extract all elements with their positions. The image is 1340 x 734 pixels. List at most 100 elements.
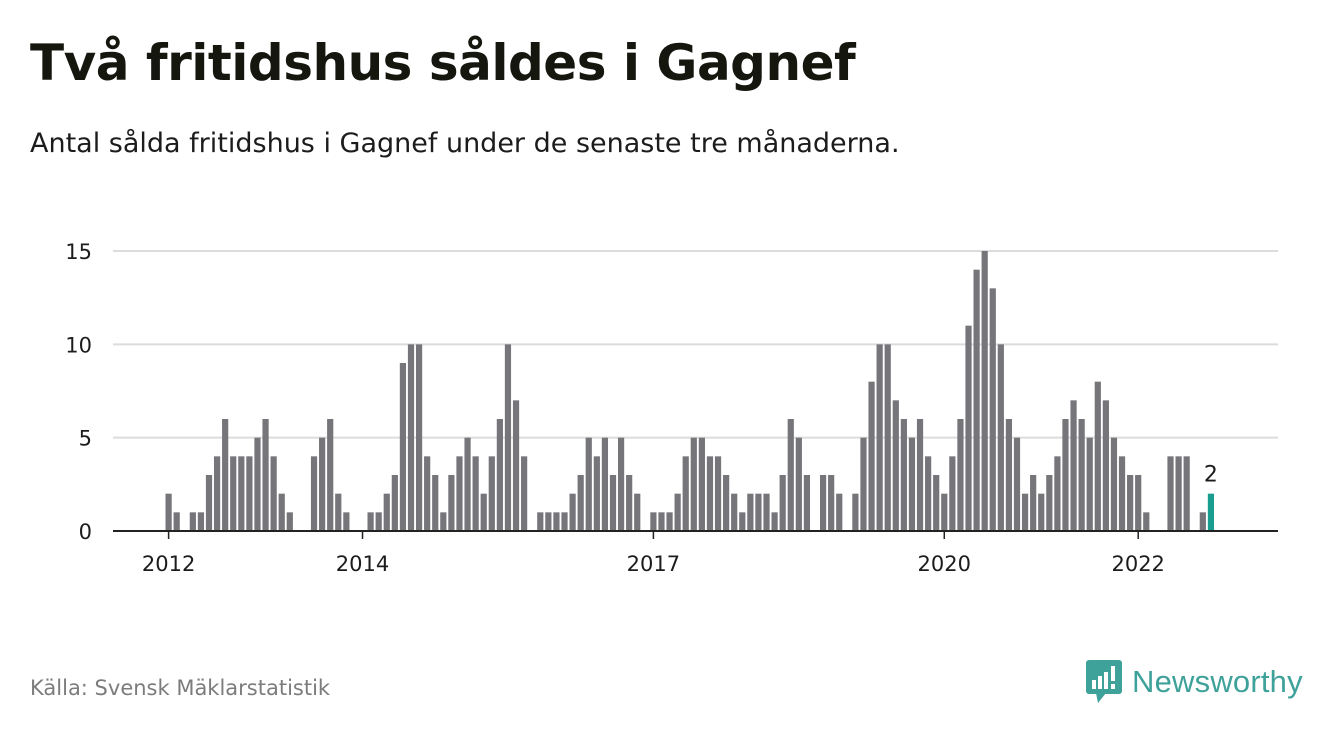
bar xyxy=(747,493,754,531)
bar xyxy=(682,456,689,531)
x-tick-label: 2022 xyxy=(1111,552,1164,576)
bar xyxy=(197,512,205,531)
bar xyxy=(698,437,705,531)
bar xyxy=(876,344,883,531)
bar xyxy=(981,251,988,531)
bar xyxy=(1135,475,1142,531)
bar xyxy=(213,456,221,531)
bar xyxy=(634,493,641,531)
bar xyxy=(561,512,568,531)
newsworthy-logo-icon xyxy=(1086,660,1122,703)
bar xyxy=(319,437,326,531)
bar xyxy=(504,344,512,531)
bar xyxy=(1038,493,1045,531)
bar xyxy=(512,400,520,531)
bar xyxy=(1183,456,1190,531)
bar xyxy=(868,381,875,531)
bar xyxy=(795,437,802,531)
bar xyxy=(262,419,269,531)
bar xyxy=(270,456,277,531)
bar xyxy=(440,512,447,531)
bar xyxy=(577,475,584,531)
bar xyxy=(1167,456,1174,531)
bar xyxy=(933,475,940,531)
bar xyxy=(601,437,609,531)
x-tick-label: 2014 xyxy=(336,552,389,576)
bar xyxy=(723,475,730,531)
bar xyxy=(327,419,334,531)
bar xyxy=(173,512,180,531)
bar xyxy=(383,493,390,531)
bar xyxy=(973,269,980,531)
chart-title: Två fritidshus såldes i Gagnef xyxy=(30,34,856,92)
bar xyxy=(585,437,592,531)
bar xyxy=(545,512,552,531)
bar xyxy=(488,456,495,531)
bar xyxy=(1005,419,1013,531)
bar xyxy=(731,493,738,531)
bar xyxy=(165,493,172,531)
bar xyxy=(706,456,714,531)
bar-chart: 0 5 10 15 2012 2014 2017 2020 2022 2 xyxy=(65,240,1278,576)
x-tick-label: 2012 xyxy=(142,552,195,576)
bar xyxy=(908,437,916,531)
bar xyxy=(1102,400,1109,531)
bar xyxy=(230,456,237,531)
bar xyxy=(828,475,835,531)
bar xyxy=(1094,381,1101,531)
bar xyxy=(278,493,285,531)
highlight-value-label: 2 xyxy=(1204,463,1218,488)
bar xyxy=(310,456,318,531)
bar xyxy=(900,419,907,531)
bars xyxy=(165,251,1215,531)
bar xyxy=(367,512,374,531)
bar xyxy=(1127,475,1134,531)
bar xyxy=(399,363,407,531)
bar xyxy=(424,456,431,531)
bar xyxy=(205,475,213,531)
brand-logo: Newsworthy xyxy=(1086,660,1303,704)
bar xyxy=(472,456,479,531)
bar xyxy=(593,456,600,531)
bar xyxy=(1118,456,1126,531)
bar xyxy=(626,475,633,531)
source-note: Källa: Svensk Mäklarstatistik xyxy=(30,676,331,700)
bar xyxy=(238,456,245,531)
bar xyxy=(1046,475,1053,531)
bar xyxy=(714,456,722,531)
bar xyxy=(1013,437,1021,531)
bar xyxy=(335,493,342,531)
brand-name: Newsworthy xyxy=(1132,664,1303,699)
bar xyxy=(836,493,843,531)
bar xyxy=(852,493,859,531)
y-tick-label: 5 xyxy=(79,427,92,451)
highlight-bar xyxy=(1207,493,1215,531)
bar xyxy=(884,344,891,531)
bar xyxy=(553,512,560,531)
bar xyxy=(1054,456,1061,531)
bar xyxy=(989,288,996,531)
bar xyxy=(448,475,455,531)
bar xyxy=(1021,493,1029,531)
bar xyxy=(965,325,972,531)
bar xyxy=(456,456,463,531)
bar xyxy=(779,475,786,531)
bar xyxy=(860,437,867,531)
chart-subtitle: Antal sålda fritidshus i Gagnef under de… xyxy=(30,128,900,159)
bar xyxy=(521,456,528,531)
bar xyxy=(763,493,770,531)
bar xyxy=(916,419,924,531)
bar xyxy=(941,493,948,531)
bar xyxy=(819,475,827,531)
bar xyxy=(666,512,673,531)
bar xyxy=(286,512,293,531)
bar xyxy=(1175,456,1182,531)
y-tick-label: 0 xyxy=(79,520,92,544)
bar xyxy=(787,419,794,531)
bar xyxy=(407,344,415,531)
bar xyxy=(432,475,439,531)
x-tick-label: 2017 xyxy=(627,552,680,576)
x-axis: 2012 2014 2017 2020 2022 xyxy=(142,531,1165,576)
bar xyxy=(674,493,681,531)
bar xyxy=(739,512,746,531)
